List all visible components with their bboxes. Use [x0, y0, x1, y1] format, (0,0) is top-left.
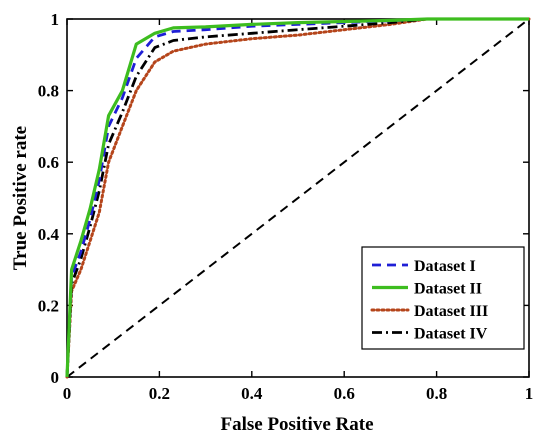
legend-label: Dataset IV	[414, 326, 488, 343]
legend-label: Dataset II	[414, 281, 482, 298]
x-axis-label: False Positive Rate	[220, 414, 373, 435]
legend: Dataset I Dataset II Dataset III Dataset IV	[361, 246, 525, 350]
x-tick-label: 0	[63, 384, 72, 403]
legend-label: Dataset I	[414, 258, 476, 275]
series-group	[65, 17, 531, 379]
reference-diagonal-line	[66, 18, 530, 378]
series-line-2	[65, 17, 529, 378]
series-line-3	[65, 17, 531, 379]
y-tick-label: 0.2	[38, 296, 59, 315]
y-tick-label: 1	[51, 10, 60, 29]
y-tick-label: 0.6	[38, 153, 59, 172]
x-tick-label: 0.8	[426, 384, 447, 403]
legend-label: Dataset III	[414, 303, 488, 320]
x-tick-label: 0.6	[334, 384, 355, 403]
x-axis: 0 0.2 0.4 0.6 0.8 1	[63, 19, 534, 403]
x-tick-label: 1	[525, 384, 534, 403]
y-axis: 0 0.2 0.4 0.6 0.8 1	[38, 10, 529, 387]
y-tick-label: 0	[51, 368, 60, 387]
y-tick-label: 0.8	[38, 82, 59, 101]
x-tick-label: 0.2	[149, 384, 170, 403]
y-axis-label: True Positive rate	[10, 126, 31, 270]
y-tick-label: 0.4	[38, 225, 60, 244]
x-tick-label: 0.4	[241, 384, 263, 403]
series-line-4	[65, 17, 529, 378]
